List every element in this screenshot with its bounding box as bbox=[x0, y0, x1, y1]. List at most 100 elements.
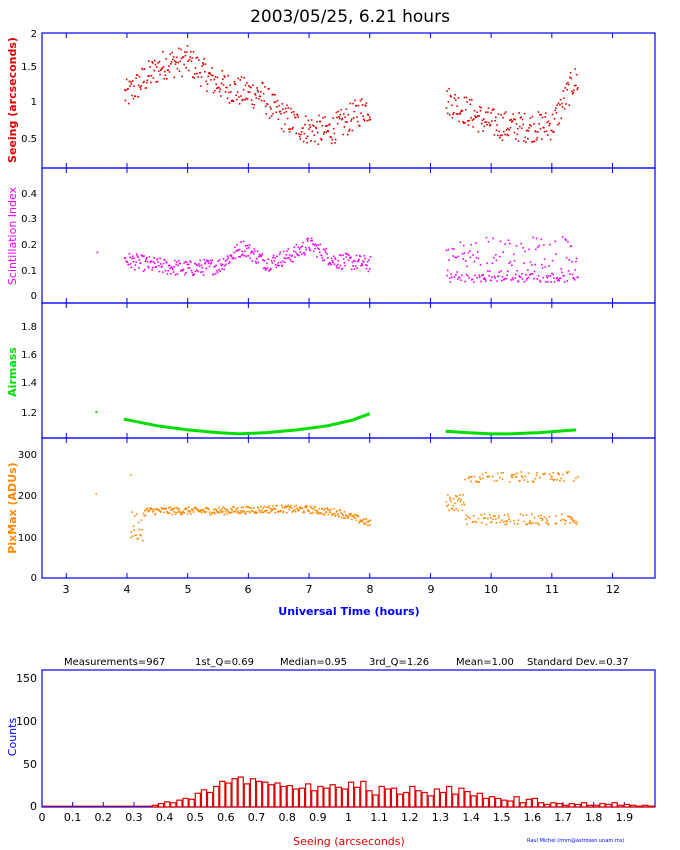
seeing-point bbox=[506, 133, 508, 136]
seeing-point bbox=[545, 112, 547, 115]
seeing-point bbox=[146, 79, 149, 82]
pixmax-point bbox=[325, 511, 328, 513]
scint-point bbox=[450, 273, 452, 276]
scint-point bbox=[571, 260, 573, 263]
scint-point bbox=[135, 261, 137, 263]
hist-bar bbox=[372, 794, 379, 808]
scint-point bbox=[552, 273, 555, 276]
scint-point bbox=[560, 268, 563, 270]
seeing-point bbox=[238, 96, 240, 98]
pixmax-point bbox=[142, 512, 145, 515]
pixmax-point bbox=[200, 511, 203, 514]
seeing-point bbox=[352, 102, 354, 105]
pixmax-point bbox=[480, 514, 482, 516]
seeing-point bbox=[186, 51, 188, 53]
seeing-point bbox=[242, 88, 245, 91]
scint-point bbox=[230, 255, 233, 258]
pixmax-point bbox=[159, 510, 161, 513]
pixmax-point bbox=[470, 480, 472, 483]
pixmax-point bbox=[229, 512, 232, 514]
scint-point bbox=[366, 260, 369, 263]
scint-point bbox=[513, 259, 516, 262]
scint-point bbox=[153, 262, 156, 265]
pixmax-point bbox=[556, 478, 559, 481]
scint-point bbox=[252, 251, 254, 254]
hist-bar bbox=[556, 802, 563, 808]
pixmax-point bbox=[546, 519, 549, 522]
airmass-tick-label: 1.4 bbox=[21, 378, 37, 389]
pixmax-point bbox=[456, 495, 458, 498]
scint-point bbox=[253, 248, 256, 250]
pixmax-point bbox=[130, 531, 133, 533]
scint-point bbox=[500, 270, 502, 272]
pixmax-point bbox=[529, 521, 532, 524]
seeing-point bbox=[143, 68, 146, 70]
pixmax-point bbox=[308, 510, 310, 512]
scint-point bbox=[486, 262, 488, 265]
pixmax-point bbox=[520, 471, 522, 473]
scint-point bbox=[260, 254, 263, 257]
seeing-point bbox=[272, 112, 274, 115]
hist-bar bbox=[488, 796, 496, 808]
seeing-point bbox=[569, 76, 571, 79]
pixmax-point bbox=[284, 505, 287, 507]
pixmax-point bbox=[290, 507, 293, 509]
seeing-point bbox=[184, 54, 187, 57]
seeing-point bbox=[147, 60, 150, 63]
scint-point bbox=[360, 262, 363, 265]
pixmax-point bbox=[460, 498, 462, 501]
hist-bar bbox=[580, 802, 588, 808]
scint-point bbox=[539, 281, 542, 283]
seeing-point bbox=[176, 67, 179, 70]
seeing-point bbox=[127, 102, 130, 105]
time-tick-label: 7 bbox=[306, 583, 313, 596]
hist-y-tick-label: 0 bbox=[30, 800, 37, 813]
seeing-point bbox=[203, 58, 205, 60]
seeing-point bbox=[276, 99, 279, 102]
scint-point bbox=[539, 279, 541, 282]
seeing-point bbox=[525, 141, 527, 143]
pixmax-point bbox=[536, 472, 539, 474]
pixmax-point bbox=[336, 510, 338, 512]
pixmax-point bbox=[473, 475, 476, 478]
seeing-point bbox=[196, 72, 198, 75]
scint-point bbox=[323, 259, 326, 261]
seeing-point bbox=[209, 72, 211, 75]
scint-point bbox=[525, 279, 528, 281]
seeing-point bbox=[204, 63, 207, 65]
seeing-point bbox=[463, 96, 466, 99]
hist-bar bbox=[280, 785, 287, 808]
scint-point bbox=[211, 259, 213, 262]
seeing-point bbox=[184, 51, 186, 53]
seeing-point bbox=[571, 93, 574, 95]
scint-point bbox=[549, 275, 552, 277]
scint-point bbox=[307, 237, 310, 240]
scint-point bbox=[239, 256, 242, 258]
scint-point bbox=[258, 253, 261, 256]
scint-point bbox=[238, 248, 241, 251]
seeing-point bbox=[187, 60, 189, 62]
seeing-point bbox=[565, 83, 568, 85]
seeing-point bbox=[286, 117, 289, 120]
pixmax-point bbox=[260, 505, 262, 508]
scint-point bbox=[129, 256, 131, 259]
scint-point bbox=[463, 252, 466, 254]
seeing-point bbox=[270, 115, 273, 117]
pixmax-point bbox=[261, 511, 264, 514]
seeing-point bbox=[461, 109, 464, 112]
pixmax-point bbox=[232, 510, 235, 513]
pixmax-point bbox=[218, 511, 221, 514]
time-tick-label: 6 bbox=[245, 583, 252, 596]
seeing-point bbox=[446, 112, 449, 115]
pixmax-point bbox=[357, 515, 360, 517]
pixmax-point bbox=[365, 522, 367, 525]
hist-bar bbox=[531, 797, 539, 808]
scint-point bbox=[280, 261, 282, 264]
seeing-point bbox=[153, 69, 155, 72]
seeing-point bbox=[316, 120, 318, 123]
pixmax-point bbox=[315, 512, 318, 515]
scint-point bbox=[233, 251, 236, 254]
pixmax-point bbox=[307, 509, 310, 511]
seeing-point bbox=[263, 100, 266, 102]
pixmax-point bbox=[302, 510, 305, 513]
